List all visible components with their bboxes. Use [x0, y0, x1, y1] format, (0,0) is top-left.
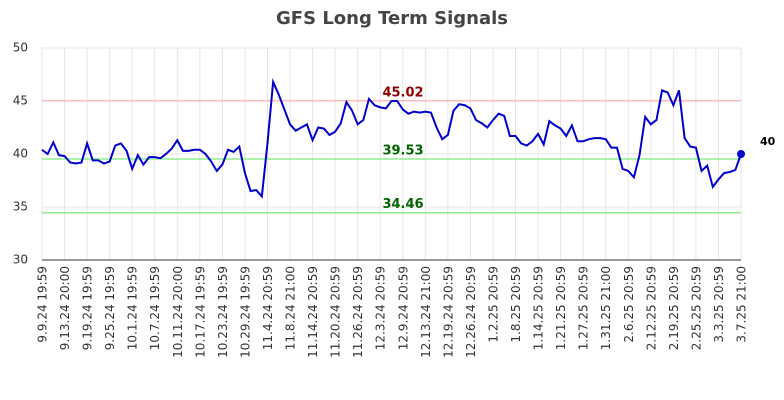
x-tick-label: 2.12.25 20:59: [644, 266, 658, 350]
x-tick-label: 11.26.24 20:59: [351, 266, 365, 358]
x-tick-label: 11.20.24 20:59: [329, 266, 343, 358]
x-tick-label: 11.4.24 20:59: [261, 266, 275, 350]
x-tick-label: 9.25.24 19:59: [103, 266, 117, 350]
x-tick-label: 9.13.24 20:00: [58, 266, 72, 350]
x-tick-label: 2.6.25 20:59: [622, 266, 636, 343]
y-tick-label: 50: [13, 41, 28, 55]
y-tick-label: 40: [13, 147, 28, 161]
x-tick-label: 12.26.24 20:59: [464, 266, 478, 358]
x-tick-label: 12.19.24 20:59: [441, 266, 455, 358]
x-tick-label: 1.27.25 20:59: [577, 266, 591, 350]
x-tick-label: 1.8.25 20:59: [509, 266, 523, 343]
last-value-label: 40: [760, 135, 776, 148]
x-tick-label: 11.8.24 21:00: [284, 266, 298, 350]
last-point: [737, 150, 745, 158]
x-tick-label: 10.17.24 19:59: [193, 266, 207, 358]
x-tick-label: 3.3.25 20:59: [712, 266, 726, 343]
x-tick-label: 9.9.24 19:59: [36, 266, 50, 343]
x-tick-label: 10.7.24 19:59: [148, 266, 162, 350]
x-tick-label: 9.19.24 19:59: [81, 266, 95, 350]
reference-label: 39.53: [382, 143, 423, 158]
y-tick-label: 30: [13, 253, 28, 267]
x-tick-label: 10.23.24 19:59: [216, 266, 230, 358]
y-tick-label: 45: [13, 94, 28, 108]
chart-title: GFS Long Term Signals: [276, 8, 508, 29]
x-tick-label: 3.7.25 21:00: [735, 266, 749, 343]
x-tick-label: 1.14.25 20:59: [532, 266, 546, 350]
x-tick-label: 10.1.24 19:59: [126, 266, 140, 350]
reference-label: 45.02: [382, 85, 423, 100]
x-tick-label: 12.9.24 20:59: [396, 266, 410, 350]
reference-label: 34.46: [382, 197, 423, 212]
x-tick-label: 1.2.25 20:59: [486, 266, 500, 343]
x-tick-label: 12.3.24 20:59: [374, 266, 388, 350]
x-tick-label: 12.13.24 21:00: [419, 266, 433, 358]
x-tick-label: 10.29.24 19:59: [238, 266, 252, 358]
x-tick-label: 2.25.25 20:59: [689, 266, 703, 350]
x-tick-label: 10.11.24 20:00: [171, 266, 185, 358]
x-tick-label: 1.21.25 20:59: [554, 266, 568, 350]
y-tick-label: 35: [13, 200, 28, 214]
line-series: [41, 77, 742, 199]
x-tick-label: 1.31.25 21:00: [599, 266, 613, 350]
x-tick-label: 11.14.24 20:59: [306, 266, 320, 358]
x-tick-label: 2.19.25 20:59: [667, 266, 681, 350]
